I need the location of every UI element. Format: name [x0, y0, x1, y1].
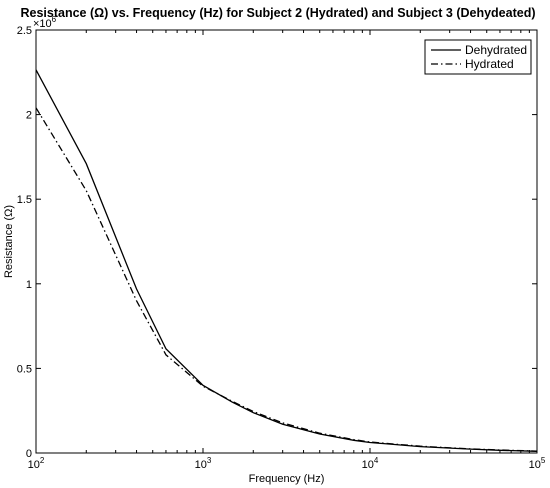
- y-tick-label: 2.5: [17, 25, 32, 37]
- legend-box: [424, 39, 532, 75]
- x-axis-label: Frequency (Hz): [249, 473, 325, 485]
- y-multiplier-exponent: 6: [52, 15, 57, 24]
- y-tick-label: 1: [26, 279, 32, 291]
- x-tick-label: 104: [362, 456, 379, 471]
- legend-label: Hydrated: [465, 57, 514, 71]
- y-axis-multiplier: ×106: [33, 15, 57, 30]
- y-axis-ticks: 0 0.5 1 1.5 2 2.5: [17, 25, 537, 460]
- y-tick-label: 2: [26, 110, 32, 122]
- axes-box: [35, 29, 538, 454]
- series-line-dehydrated: [35, 69, 538, 452]
- series-layer: [35, 69, 538, 452]
- series-line-hydrated: [35, 107, 538, 452]
- x-axis-ticks: 102 103 104 105: [28, 30, 546, 471]
- y-tick-label: 0.5: [17, 363, 32, 375]
- y-tick-label: 0: [26, 448, 32, 460]
- x-tick-label: 102: [28, 456, 45, 471]
- legend-label: Dehydrated: [465, 43, 527, 57]
- x-tick-label: 105: [529, 456, 546, 471]
- y-axis-label: Resistance (Ω): [3, 205, 15, 278]
- x-tick-label: 103: [195, 456, 212, 471]
- y-tick-label: 1.5: [17, 194, 32, 206]
- plot-area: 102 103 104 105 0 0.5 1 1.5 2 2.5 ×106: [17, 15, 546, 471]
- chart-title: Resistance (Ω) vs. Frequency (Hz) for Su…: [21, 6, 536, 20]
- y-multiplier-base: ×10: [33, 18, 52, 30]
